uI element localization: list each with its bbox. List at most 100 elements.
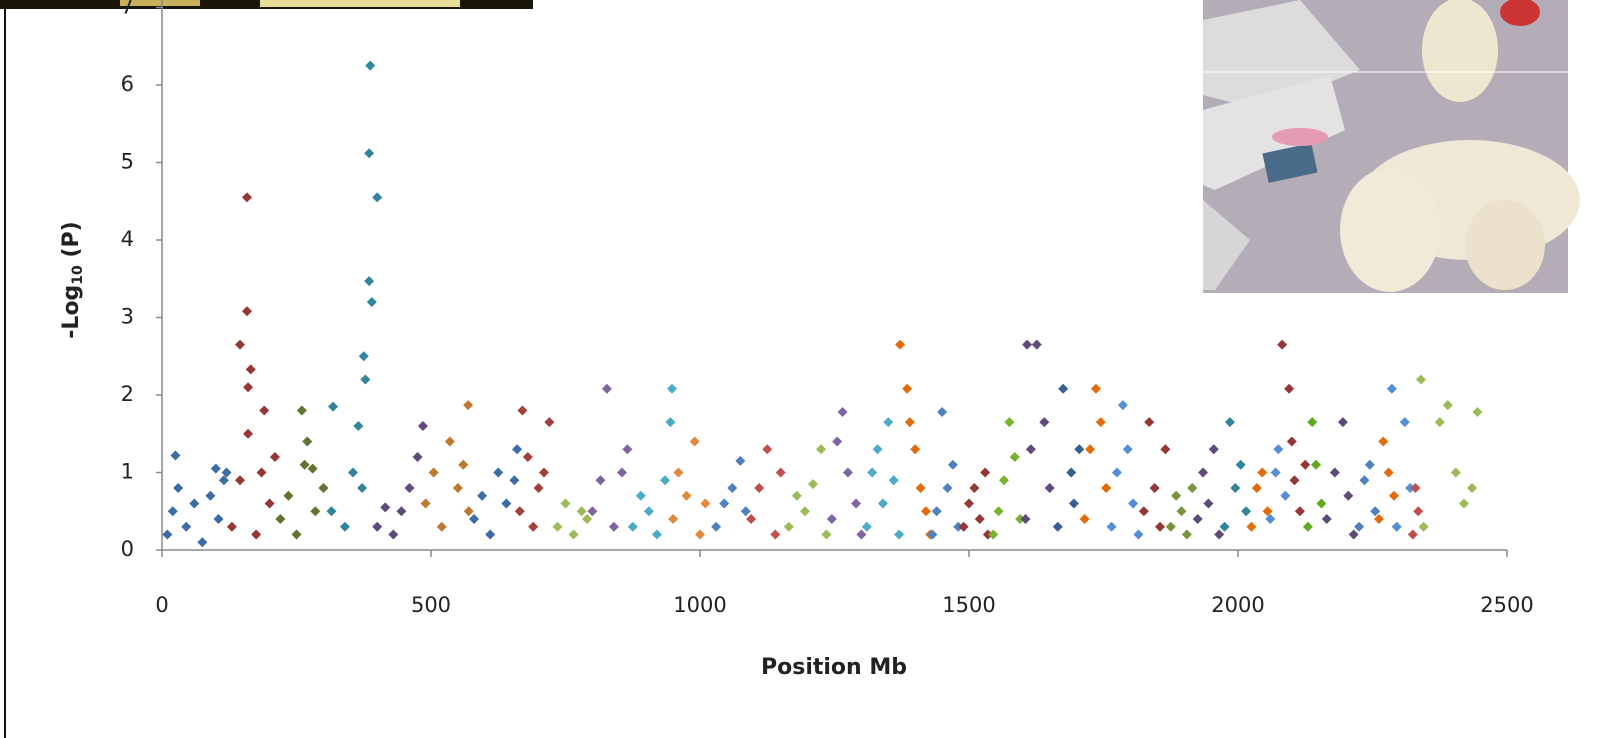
- y-axis-title-main: -Log: [59, 285, 84, 339]
- point: [837, 407, 848, 418]
- point: [842, 467, 853, 478]
- point: [740, 506, 751, 517]
- point: [754, 483, 765, 493]
- point: [568, 529, 579, 540]
- point: [1181, 529, 1192, 540]
- point: [1262, 506, 1273, 517]
- point: [1399, 417, 1410, 428]
- point: [1286, 436, 1297, 447]
- point: [1273, 444, 1284, 455]
- point: [366, 297, 377, 307]
- point: [269, 452, 280, 462]
- point: [310, 506, 321, 517]
- point: [974, 514, 985, 524]
- point: [1294, 506, 1305, 517]
- y-tick-label: 3: [121, 305, 134, 329]
- point: [1277, 339, 1288, 350]
- point: [210, 463, 221, 474]
- point: [902, 383, 913, 394]
- point: [221, 467, 232, 478]
- point: [816, 444, 827, 455]
- point: [969, 483, 980, 493]
- point: [947, 459, 958, 470]
- point: [920, 506, 931, 517]
- point: [689, 436, 700, 447]
- point: [1117, 400, 1128, 411]
- point: [668, 514, 679, 524]
- point: [552, 521, 563, 532]
- point: [1316, 498, 1327, 509]
- point: [998, 475, 1009, 486]
- point: [700, 498, 711, 509]
- x-tick-label: 500: [411, 593, 451, 617]
- point: [1031, 339, 1042, 350]
- point: [651, 529, 662, 540]
- point: [937, 407, 948, 418]
- point: [302, 436, 313, 447]
- point: [735, 455, 746, 466]
- point: [867, 467, 878, 478]
- point: [517, 405, 528, 416]
- point: [243, 428, 254, 439]
- point: [762, 444, 773, 455]
- point: [205, 490, 216, 501]
- point: [326, 506, 337, 517]
- photo-top-right: [1203, 0, 1580, 293]
- point: [162, 529, 173, 540]
- point: [711, 521, 722, 532]
- point: [226, 521, 237, 532]
- point: [1068, 498, 1079, 509]
- point: [1085, 444, 1096, 455]
- point: [888, 475, 899, 486]
- point: [357, 483, 368, 493]
- point: [1144, 417, 1155, 428]
- point: [1044, 483, 1055, 493]
- point: [1383, 467, 1394, 478]
- point: [245, 364, 256, 375]
- point: [328, 401, 339, 412]
- point: [1224, 417, 1235, 428]
- point: [1302, 521, 1313, 532]
- point: [514, 506, 525, 517]
- point: [643, 506, 654, 517]
- point: [364, 148, 375, 159]
- point: [1257, 467, 1268, 478]
- point: [560, 498, 571, 509]
- point: [942, 483, 953, 493]
- point: [243, 382, 254, 393]
- point: [1472, 407, 1483, 418]
- point: [1004, 417, 1015, 428]
- point: [601, 383, 612, 394]
- point: [608, 521, 619, 532]
- point: [412, 452, 423, 462]
- point: [1122, 444, 1133, 455]
- point: [1208, 444, 1219, 455]
- point: [856, 529, 867, 540]
- point: [1458, 498, 1469, 509]
- point: [1009, 452, 1020, 462]
- point: [1128, 498, 1139, 509]
- point: [167, 506, 178, 517]
- point: [1370, 506, 1381, 517]
- point: [988, 529, 999, 540]
- point: [1311, 459, 1322, 470]
- point: [826, 514, 837, 524]
- point: [251, 529, 262, 540]
- point: [1219, 521, 1230, 532]
- point: [1066, 467, 1077, 478]
- point: [1391, 521, 1402, 532]
- point: [463, 400, 474, 411]
- point: [264, 498, 275, 509]
- point: [1418, 521, 1429, 532]
- point: [1337, 417, 1348, 428]
- point: [1442, 400, 1453, 411]
- point: [1214, 529, 1225, 540]
- point: [1270, 467, 1281, 478]
- point: [1133, 529, 1144, 540]
- point: [1386, 383, 1397, 394]
- point: [538, 467, 549, 478]
- point: [1192, 514, 1203, 524]
- point: [1149, 483, 1160, 493]
- point: [791, 490, 802, 501]
